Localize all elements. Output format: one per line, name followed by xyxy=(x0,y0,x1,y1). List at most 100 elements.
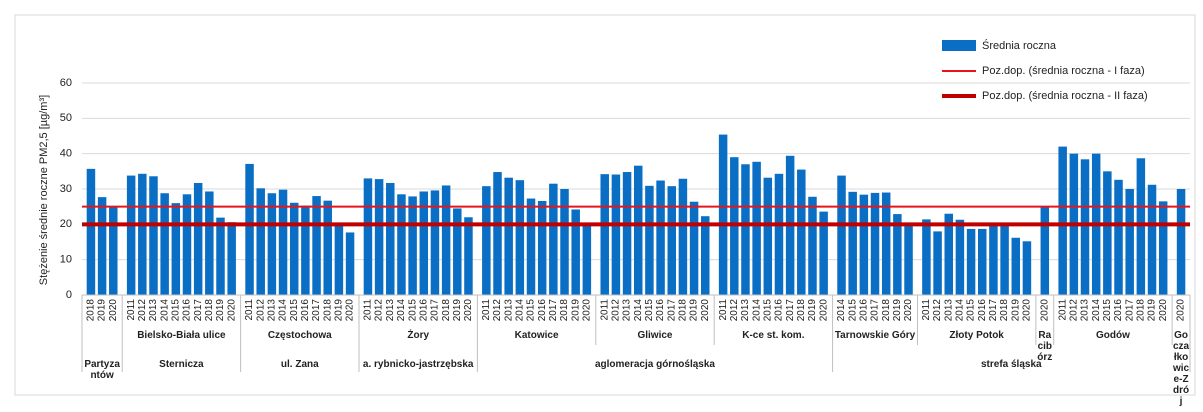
bar xyxy=(334,224,344,295)
x-tick-label: 2013 xyxy=(503,299,514,322)
bar xyxy=(126,175,136,295)
x-tick-label: 2011 xyxy=(921,299,932,321)
bar xyxy=(718,134,728,295)
region-label: aglomeracja górnośląska xyxy=(594,359,715,370)
x-tick-label: 2017 xyxy=(430,299,441,322)
x-tick-label: 2015 xyxy=(1102,299,1113,322)
x-tick-label: 2018 xyxy=(441,299,452,322)
x-tick-label: 2012 xyxy=(137,299,148,322)
x-tick-label: 2015 xyxy=(762,299,773,322)
bar xyxy=(256,188,265,295)
station-label: Bielsko-Biała ulice xyxy=(137,330,226,341)
bar xyxy=(966,228,976,295)
bar xyxy=(1136,158,1146,295)
x-tick-label: 2011 xyxy=(1057,299,1068,321)
x-tick-label: 2014 xyxy=(633,299,644,322)
x-tick-label: 2019 xyxy=(452,299,463,322)
bar xyxy=(267,193,277,295)
y-tick-label: 60 xyxy=(60,77,72,89)
x-tick-label: 2015 xyxy=(170,299,181,322)
x-tick-label: 2014 xyxy=(396,299,407,322)
bar xyxy=(419,191,429,295)
x-tick-label: 2011 xyxy=(718,299,729,321)
y-tick-label: 50 xyxy=(60,112,72,124)
y-tick-label: 20 xyxy=(60,218,72,230)
bar xyxy=(797,169,806,295)
x-tick-label: 2020 xyxy=(1022,299,1033,322)
bar xyxy=(678,178,688,295)
x-tick-label: 2019 xyxy=(334,299,345,322)
x-tick-label: 2019 xyxy=(97,299,108,322)
x-tick-label: 2017 xyxy=(193,299,204,322)
x-tick-label: 2015 xyxy=(644,299,655,322)
x-tick-label: 2016 xyxy=(300,299,311,322)
bar xyxy=(1040,207,1050,295)
bar xyxy=(955,219,965,295)
x-tick-label: 2020 xyxy=(818,299,829,322)
station-label: Żory xyxy=(407,330,430,341)
x-tick-label: 2020 xyxy=(345,299,356,322)
x-tick-label: 2012 xyxy=(492,299,503,322)
region-label: ul. Zana xyxy=(280,359,319,370)
station-label: Goczałkowice-Zdrój xyxy=(1172,330,1190,407)
x-tick-label: 2011 xyxy=(363,299,374,321)
station-label: Złoty Potok xyxy=(949,330,1004,341)
bar xyxy=(160,193,169,295)
bar xyxy=(216,217,225,295)
x-tick-label: 2019 xyxy=(570,299,581,322)
x-tick-label: 2013 xyxy=(622,299,633,322)
x-tick-label: 2018 xyxy=(559,299,570,322)
bar xyxy=(859,194,869,295)
bar xyxy=(893,214,902,295)
x-tick-label: 2012 xyxy=(729,299,740,322)
x-tick-label: 2014 xyxy=(955,299,966,322)
bar xyxy=(870,192,880,295)
x-tick-label: 2017 xyxy=(870,299,881,322)
x-tick-label: 2014 xyxy=(1091,299,1102,322)
x-tick-label: 2020 xyxy=(903,299,914,322)
bar xyxy=(526,198,536,295)
bar xyxy=(301,205,310,295)
station-label: Tarnowskie Góry xyxy=(834,330,916,341)
bar xyxy=(138,173,147,295)
chart-frame xyxy=(14,14,1196,396)
x-tick-label: 2019 xyxy=(689,299,700,322)
bar xyxy=(808,196,817,295)
bar xyxy=(1176,189,1186,295)
bar xyxy=(149,176,158,295)
x-tick-label: 2016 xyxy=(537,299,548,322)
x-tick-label: 2018 xyxy=(796,299,807,322)
x-tick-label: 2013 xyxy=(267,299,278,322)
x-tick-label: 2018 xyxy=(999,299,1010,322)
bar xyxy=(227,222,236,295)
bar xyxy=(1000,223,1009,295)
x-tick-label: 2017 xyxy=(785,299,796,322)
x-tick-label: 2014 xyxy=(751,299,762,322)
bar xyxy=(1125,189,1134,295)
bar xyxy=(1011,237,1021,295)
x-tick-label: 2013 xyxy=(1080,299,1091,322)
bar xyxy=(397,194,406,295)
station-label: Godów xyxy=(1095,330,1130,341)
bar xyxy=(537,201,547,295)
station-label: Katowice xyxy=(514,330,559,341)
y-tick-label: 10 xyxy=(60,254,72,266)
bar xyxy=(701,216,710,295)
x-tick-label: 2011 xyxy=(244,299,255,321)
bar xyxy=(408,196,417,295)
x-tick-label: 2015 xyxy=(847,299,858,322)
x-tick-label: 2015 xyxy=(407,299,418,322)
x-tick-label: 2015 xyxy=(526,299,537,322)
x-tick-label: 2016 xyxy=(858,299,869,322)
bar xyxy=(245,163,254,295)
x-tick-label: 2012 xyxy=(932,299,943,322)
x-tick-label: 2012 xyxy=(374,299,385,322)
bar xyxy=(363,178,373,295)
bar xyxy=(904,224,913,295)
x-tick-label: 2019 xyxy=(1010,299,1021,322)
bar xyxy=(989,223,998,295)
x-tick-label: 2012 xyxy=(255,299,266,322)
bar xyxy=(819,211,828,295)
bar xyxy=(582,223,592,295)
